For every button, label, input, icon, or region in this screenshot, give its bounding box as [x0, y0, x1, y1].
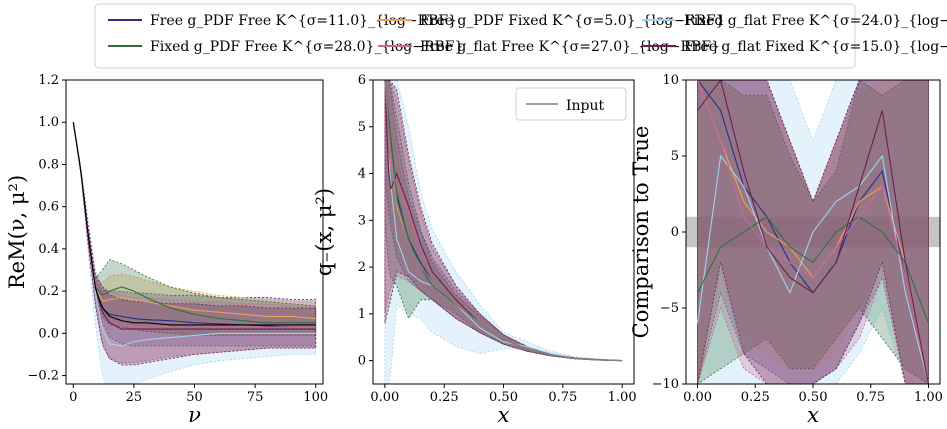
y-tick-label: 0.8	[38, 157, 59, 172]
y-tick-label: 3	[358, 213, 366, 228]
panel-3-comparison: 0.00 0.25 0.50 0.75 1.00 −10 −5 0 5 10 x Comparison…	[629, 73, 943, 427]
series-line	[696, 154, 930, 384]
legend-label: Free g_PDF Free K^{σ=11.0}_{log−RBF}	[150, 13, 457, 29]
y-tick-label: −10	[652, 377, 679, 392]
y-tick-label: 10	[662, 73, 679, 88]
x-tick-label: 0.75	[856, 390, 885, 405]
x-tick-label: 1.00	[914, 390, 943, 405]
x-axis-label: ν	[188, 403, 201, 427]
y-tick-label: 5	[671, 149, 679, 164]
legend-label: Fixed g_PDF Free K^{σ=28.0}_{log−RBF}	[150, 39, 463, 55]
x-tick-label: 75	[247, 390, 264, 405]
x-tick-label: 0.50	[489, 390, 518, 405]
series-line	[697, 216, 930, 324]
legend-label: Free g_PDF Fixed K^{σ=5.0}_{log−RBF}	[420, 13, 725, 29]
y-tick-label: 1.2	[38, 73, 59, 88]
series-line	[72, 122, 316, 320]
uncertainty-band	[72, 122, 317, 366]
y-tick-label: 0.0	[38, 326, 59, 341]
legend-label: Free g_flat Free K^{σ=27.0}_{log−RBF}	[420, 39, 720, 55]
legend-entry: Free g_PDF Free K^{σ=11.0}_{log−RBF}	[108, 13, 457, 29]
legend-label: Fixed g_flat Free K^{σ=24.0}_{log−RBF}	[684, 13, 947, 29]
y-tick-label: 2	[358, 260, 366, 275]
x-tick-label: 25	[126, 390, 143, 405]
y-axis-label: q₋(x, μ²)	[312, 188, 336, 276]
y-tick-label: 5	[358, 120, 366, 135]
series-line	[72, 122, 316, 324]
x-tick-label: 0.00	[370, 390, 399, 405]
series-line	[697, 80, 930, 384]
uncertainty-band	[72, 122, 317, 336]
legend-label: Input	[566, 98, 605, 114]
y-tick-label: −0.2	[27, 369, 59, 384]
y-axis-label: ReM(ν, μ²)	[5, 175, 29, 289]
x-tick-label: 0	[69, 390, 77, 405]
x-axis-label: x	[807, 403, 819, 427]
x-tick-label: 50	[186, 390, 203, 405]
series-line	[696, 80, 930, 384]
series-line	[72, 122, 316, 330]
y-tick-label: 0	[671, 225, 679, 240]
series-line	[72, 122, 316, 347]
y-tick-label: 0.6	[38, 200, 59, 215]
panel-1-real-matrix-element: 0 25 50 75 100 −0.2 0.0 0.2 0.4 0.6 0.8 1.0 1.2 ν ReM(…	[5, 73, 328, 427]
panel-2-pdf: 0.00 0.25 0.50 0.75 1.00 0 1 2 3 4 5 6 x q₋(x, μ²) Inp…	[312, 73, 637, 427]
plot-area	[384, 80, 623, 384]
legend-entry: Free g_flat Fixed K^{σ=15.0}_{log−RBF}	[642, 39, 947, 55]
x-axis-label: x	[498, 403, 510, 427]
legend-label: Free g_flat Fixed K^{σ=15.0}_{log−RBF}	[684, 39, 947, 55]
y-tick-label: 0	[358, 354, 366, 369]
axes-legend: Input	[515, 87, 627, 121]
plot-area	[686, 80, 940, 384]
legend-entry: Fixed g_flat Free K^{σ=24.0}_{log−RBF}	[642, 13, 947, 29]
y-tick-label: 1.0	[38, 115, 59, 130]
y-tick-label: 1	[358, 307, 366, 322]
x-tick-label: 0.00	[683, 390, 712, 405]
axes-legend-box	[515, 87, 627, 121]
series-line	[72, 122, 316, 328]
legend-entry: Fixed g_PDF Free K^{σ=28.0}_{log−RBF}	[108, 39, 463, 55]
series-line	[72, 122, 316, 326]
series-line	[384, 80, 623, 362]
x-tick-label: 0.25	[741, 390, 770, 405]
legend-entry: Free g_flat Free K^{σ=27.0}_{log−RBF}	[378, 39, 720, 55]
x-tick-label: 0.75	[548, 390, 577, 405]
y-tick-label: 4	[358, 167, 366, 182]
y-tick-label: 0.4	[38, 242, 59, 257]
x-tick-label: 100	[303, 390, 328, 405]
y-axis-label: Comparison to True	[629, 126, 653, 339]
legend-entry: Free g_PDF Fixed K^{σ=5.0}_{log−RBF}	[378, 13, 725, 29]
y-tick-label: 6	[358, 73, 366, 88]
x-tick-label: 0.50	[799, 390, 828, 405]
x-tick-label: 1.00	[608, 390, 637, 405]
legend: Free g_PDF Free K^{σ=11.0}_{log−RBF}Free…	[94, 3, 947, 69]
series-line	[72, 122, 316, 328]
plot-area	[72, 122, 317, 384]
x-tick-label: 0.25	[430, 390, 459, 405]
y-tick-label: −5	[660, 301, 679, 316]
y-tick-label: 0.2	[38, 284, 59, 299]
